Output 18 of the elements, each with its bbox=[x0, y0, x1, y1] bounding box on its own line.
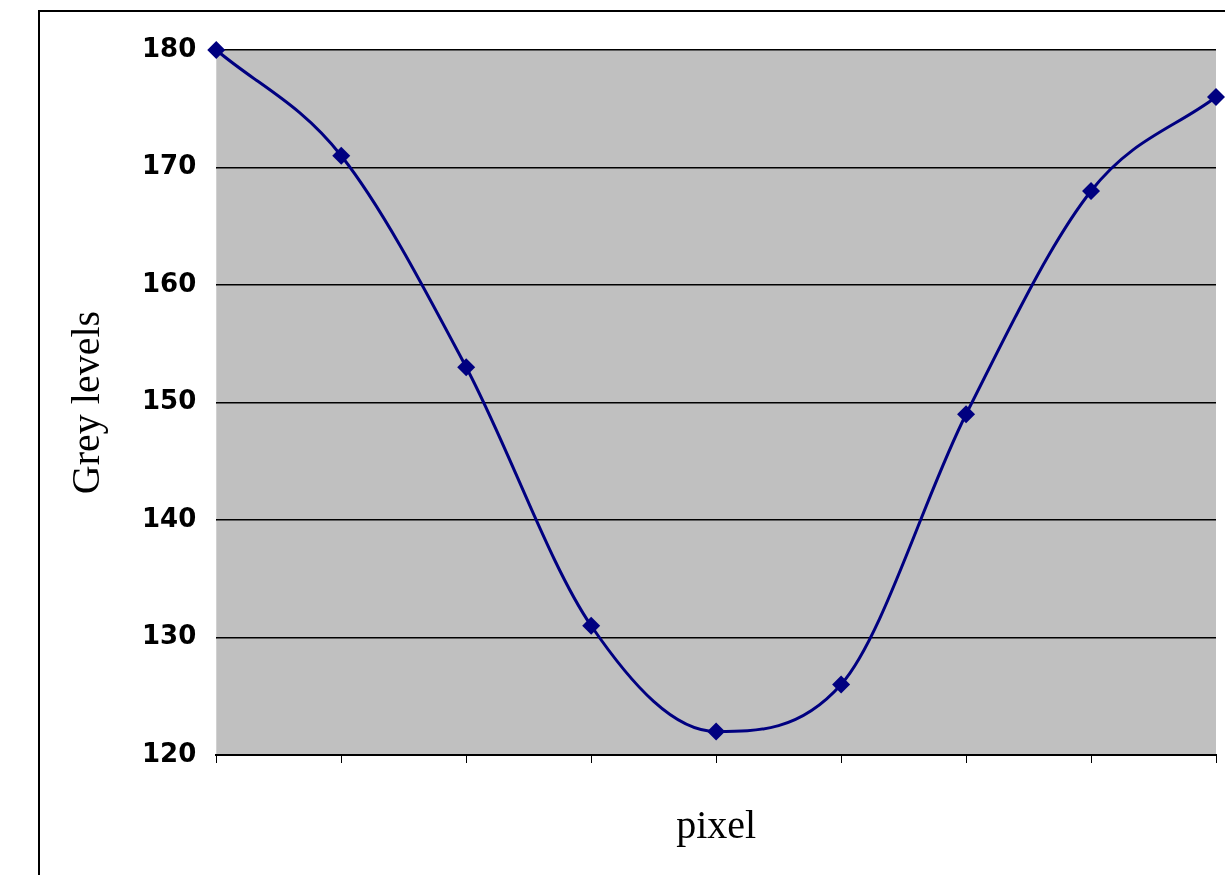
point bbox=[1207, 88, 1225, 106]
y-tick-label: 120 bbox=[141, 737, 197, 768]
point bbox=[582, 616, 601, 635]
y-tick-label: 160 bbox=[141, 267, 197, 298]
point bbox=[707, 722, 726, 741]
point bbox=[207, 41, 226, 59]
point bbox=[957, 405, 976, 424]
y-tick-label: 150 bbox=[141, 385, 197, 416]
y-tick-label: 180 bbox=[141, 32, 197, 63]
y-tick-label: 140 bbox=[141, 502, 197, 533]
point bbox=[332, 146, 351, 165]
point bbox=[1082, 182, 1101, 200]
y-tick-label: 130 bbox=[141, 620, 197, 651]
y-tick-label: 170 bbox=[141, 150, 197, 181]
point bbox=[832, 675, 851, 694]
y-axis-title: Grey levels bbox=[62, 310, 108, 495]
x-axis-title: pixel bbox=[676, 801, 757, 847]
point bbox=[457, 358, 476, 377]
